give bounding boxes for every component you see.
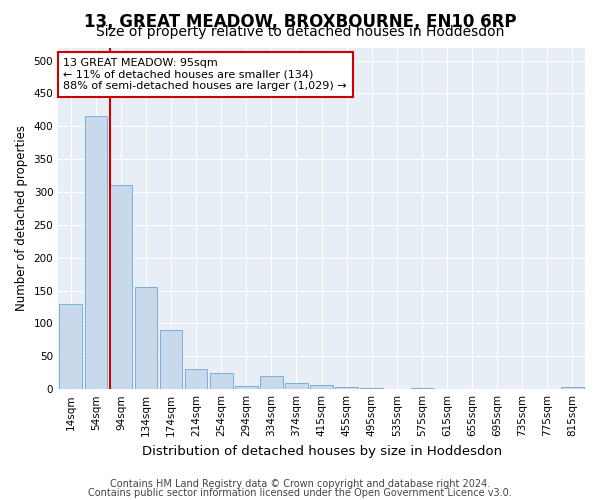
Text: Contains public sector information licensed under the Open Government Licence v3: Contains public sector information licen…	[88, 488, 512, 498]
Bar	[260, 376, 283, 389]
Bar	[185, 370, 208, 389]
Bar	[210, 373, 233, 389]
Bar	[235, 386, 257, 389]
Bar	[85, 116, 107, 389]
Text: 13, GREAT MEADOW, BROXBOURNE, EN10 6RP: 13, GREAT MEADOW, BROXBOURNE, EN10 6RP	[84, 12, 516, 30]
Bar	[361, 388, 383, 389]
Bar	[59, 304, 82, 389]
Bar	[160, 330, 182, 389]
Bar	[110, 186, 132, 389]
Bar	[285, 382, 308, 389]
Bar	[310, 384, 333, 389]
Text: 13 GREAT MEADOW: 95sqm
← 11% of detached houses are smaller (134)
88% of semi-de: 13 GREAT MEADOW: 95sqm ← 11% of detached…	[64, 58, 347, 91]
Bar	[410, 388, 433, 389]
Text: Contains HM Land Registry data © Crown copyright and database right 2024.: Contains HM Land Registry data © Crown c…	[110, 479, 490, 489]
Text: Size of property relative to detached houses in Hoddesdon: Size of property relative to detached ho…	[96, 25, 504, 39]
Bar	[561, 387, 584, 389]
Y-axis label: Number of detached properties: Number of detached properties	[15, 126, 28, 312]
Bar	[134, 288, 157, 389]
X-axis label: Distribution of detached houses by size in Hoddesdon: Distribution of detached houses by size …	[142, 444, 502, 458]
Bar	[335, 386, 358, 389]
